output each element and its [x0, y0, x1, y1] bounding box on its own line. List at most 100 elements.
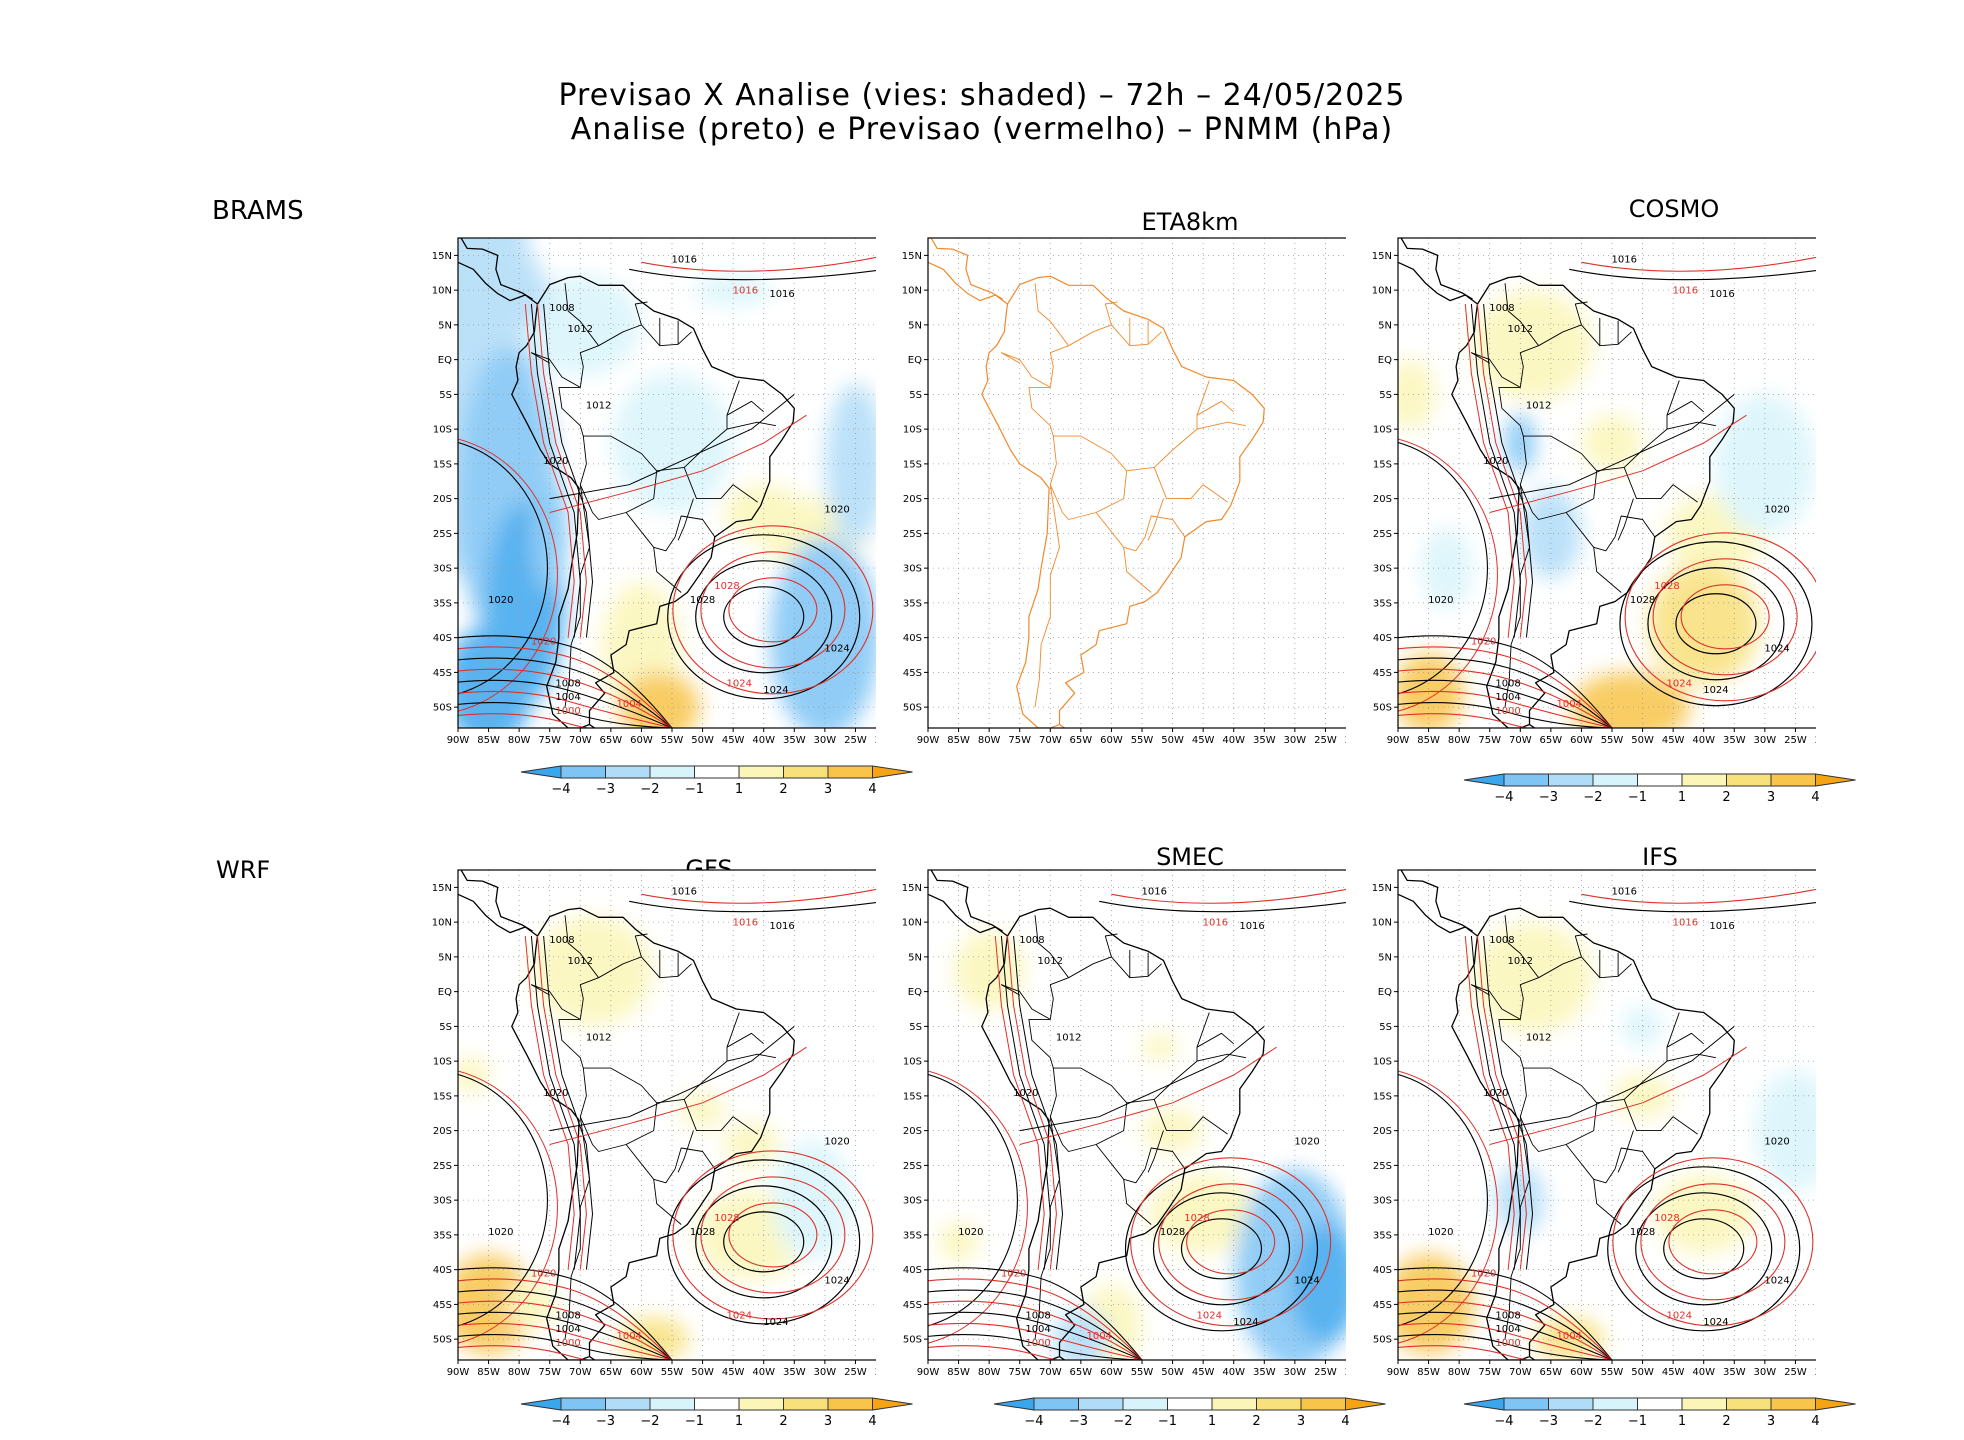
lat-tick-label: 30S	[903, 564, 922, 575]
lat-tick-label: 15N	[902, 251, 922, 262]
lat-tick-label: 25S	[433, 1161, 452, 1172]
coastline-south-america	[981, 907, 1265, 1360]
lat-tick-label: 35S	[1373, 1230, 1392, 1241]
lon-tick-label: 80W	[508, 1367, 531, 1378]
lon-tick-label: 30W	[814, 1367, 837, 1378]
lon-tick-label: 25W	[1314, 735, 1337, 746]
map-panel-cosmo: 1016 1016 1016 1012 1008 1012 1020 1028 1024 1024…	[1346, 233, 1816, 763]
lon-tick-label: 70W	[1509, 1367, 1532, 1378]
isobar-label: 1024	[727, 1310, 752, 1321]
lat-tick-label: 30S	[1373, 564, 1392, 575]
lon-tick-label: 90W	[917, 735, 940, 746]
bias-area	[938, 1221, 979, 1262]
colorbar-label: 4	[1811, 790, 1819, 805]
colorbar-segment	[1503, 773, 1549, 787]
isobar-label: 1008	[549, 935, 574, 946]
lat-tick-label: EQ	[438, 987, 452, 998]
lon-tick-label: 35W	[783, 1367, 806, 1378]
lat-tick-label: 45S	[1373, 668, 1392, 679]
lon-tick-label: 30W	[1284, 1367, 1307, 1378]
colorbar-label: −1	[1628, 790, 1647, 805]
lon-tick-label: 85W	[477, 1367, 500, 1378]
isobar-label: 1020	[543, 1088, 568, 1099]
isobar-label: 1028	[1160, 1227, 1185, 1238]
colorbar-label: −2	[1583, 1414, 1602, 1429]
lat-tick-label: 20S	[433, 494, 452, 505]
lon-tick-label: 50W	[1161, 1367, 1184, 1378]
lon-tick-label: 80W	[978, 1367, 1001, 1378]
lat-tick-label: 30S	[433, 1196, 452, 1207]
lat-tick-label: 10N	[432, 918, 452, 929]
isobar-label: 1020	[1764, 505, 1789, 516]
lon-tick-label: 40W	[1692, 1367, 1715, 1378]
colorbar-label: −1	[1628, 1414, 1647, 1429]
lat-tick-label: 15S	[433, 1091, 452, 1102]
colorbar-segment	[1503, 1397, 1549, 1411]
lon-tick-label: 55W	[1131, 1367, 1154, 1378]
colorbar-segment	[1033, 1397, 1079, 1411]
colorbar-label: 2	[1252, 1414, 1260, 1429]
lon-tick-label: 45W	[722, 735, 745, 746]
lon-tick-label: 55W	[1601, 1367, 1624, 1378]
isobar-label: 1016	[1612, 254, 1637, 265]
isobar-label: 1016	[1612, 886, 1637, 897]
bias-area	[1142, 1033, 1179, 1062]
title-line-1: Previsao X Analise (vies: shaded) – 72h …	[558, 78, 1406, 113]
panel-title-eta8km: ETA8km	[1141, 208, 1239, 236]
lat-tick-label: 40S	[1373, 633, 1392, 644]
coastline-south-america	[1451, 907, 1735, 1360]
lon-tick-label: 30W	[1754, 735, 1777, 746]
coastline-south-america	[1451, 275, 1735, 728]
lat-tick-label: 10S	[903, 1057, 922, 1068]
isobar-label: 1020	[531, 1269, 556, 1280]
bias-area	[1290, 1223, 1346, 1344]
isobar-label: 1020	[1483, 1088, 1508, 1099]
lat-tick-label: 15S	[1373, 1091, 1392, 1102]
colorbar-segment	[1167, 1397, 1213, 1411]
lat-tick-label: 15N	[1372, 883, 1392, 894]
colorbar-label: −1	[685, 1414, 704, 1429]
isobar-label: 1016	[1673, 918, 1698, 929]
colorbar-segment	[694, 765, 740, 779]
isobar-label: 1008	[1025, 1310, 1050, 1321]
isobar-label: 1016	[672, 886, 697, 897]
isobar-label: 1020	[1013, 1088, 1038, 1099]
isobar-label: 1020	[1428, 1227, 1453, 1238]
colorbar-segment	[1592, 1397, 1638, 1411]
lat-tick-label: 25S	[1373, 529, 1392, 540]
lat-tick-label: 5N	[1378, 952, 1392, 963]
lat-tick-label: 10N	[902, 918, 922, 929]
colorbar-label: 2	[1722, 790, 1730, 805]
colorbar-arrow-high	[872, 765, 913, 779]
lat-tick-label: 10N	[432, 286, 452, 297]
bias-area	[1052, 1309, 1109, 1360]
colorbar-segment	[1726, 1397, 1772, 1411]
isobar-label: 1004	[1025, 1324, 1050, 1335]
colorbar-segment	[649, 765, 695, 779]
lat-tick-label: 15S	[1373, 459, 1392, 470]
colorbar-label: 2	[779, 782, 787, 797]
bias-area	[466, 250, 547, 331]
colorbar-label: −3	[596, 782, 615, 797]
isobar-label: 1012	[1508, 956, 1533, 967]
lon-tick-label: 60W	[1570, 735, 1593, 746]
lat-tick-label: 10S	[433, 425, 452, 436]
panel-title-cosmo: COSMO	[1628, 195, 1720, 223]
lon-tick-label: 20W	[875, 735, 876, 746]
lon-tick-label: 30W	[814, 735, 837, 746]
isobar-label: 1012	[586, 400, 611, 411]
colorbar-segment	[827, 765, 873, 779]
isobar-label: 1008	[1495, 1310, 1520, 1321]
colorbar-segment	[560, 1397, 606, 1411]
isobar-label: 1012	[568, 956, 593, 967]
isobar-label: 1024	[1764, 1276, 1789, 1287]
bias-area	[1398, 653, 1464, 728]
lat-tick-label: 20S	[903, 494, 922, 505]
map-svg-brams: 1016 1016 1016 1012 1008 1012 1020 1028 1024 1024…	[432, 237, 876, 746]
isobar-label: 1016	[733, 286, 758, 297]
lat-tick-label: 20S	[1373, 1126, 1392, 1137]
lon-tick-label: 35W	[783, 735, 806, 746]
lon-tick-label: 20W	[1815, 735, 1816, 746]
colorbar-arrow-high	[1815, 773, 1856, 787]
colorbar-segment	[694, 1397, 740, 1411]
